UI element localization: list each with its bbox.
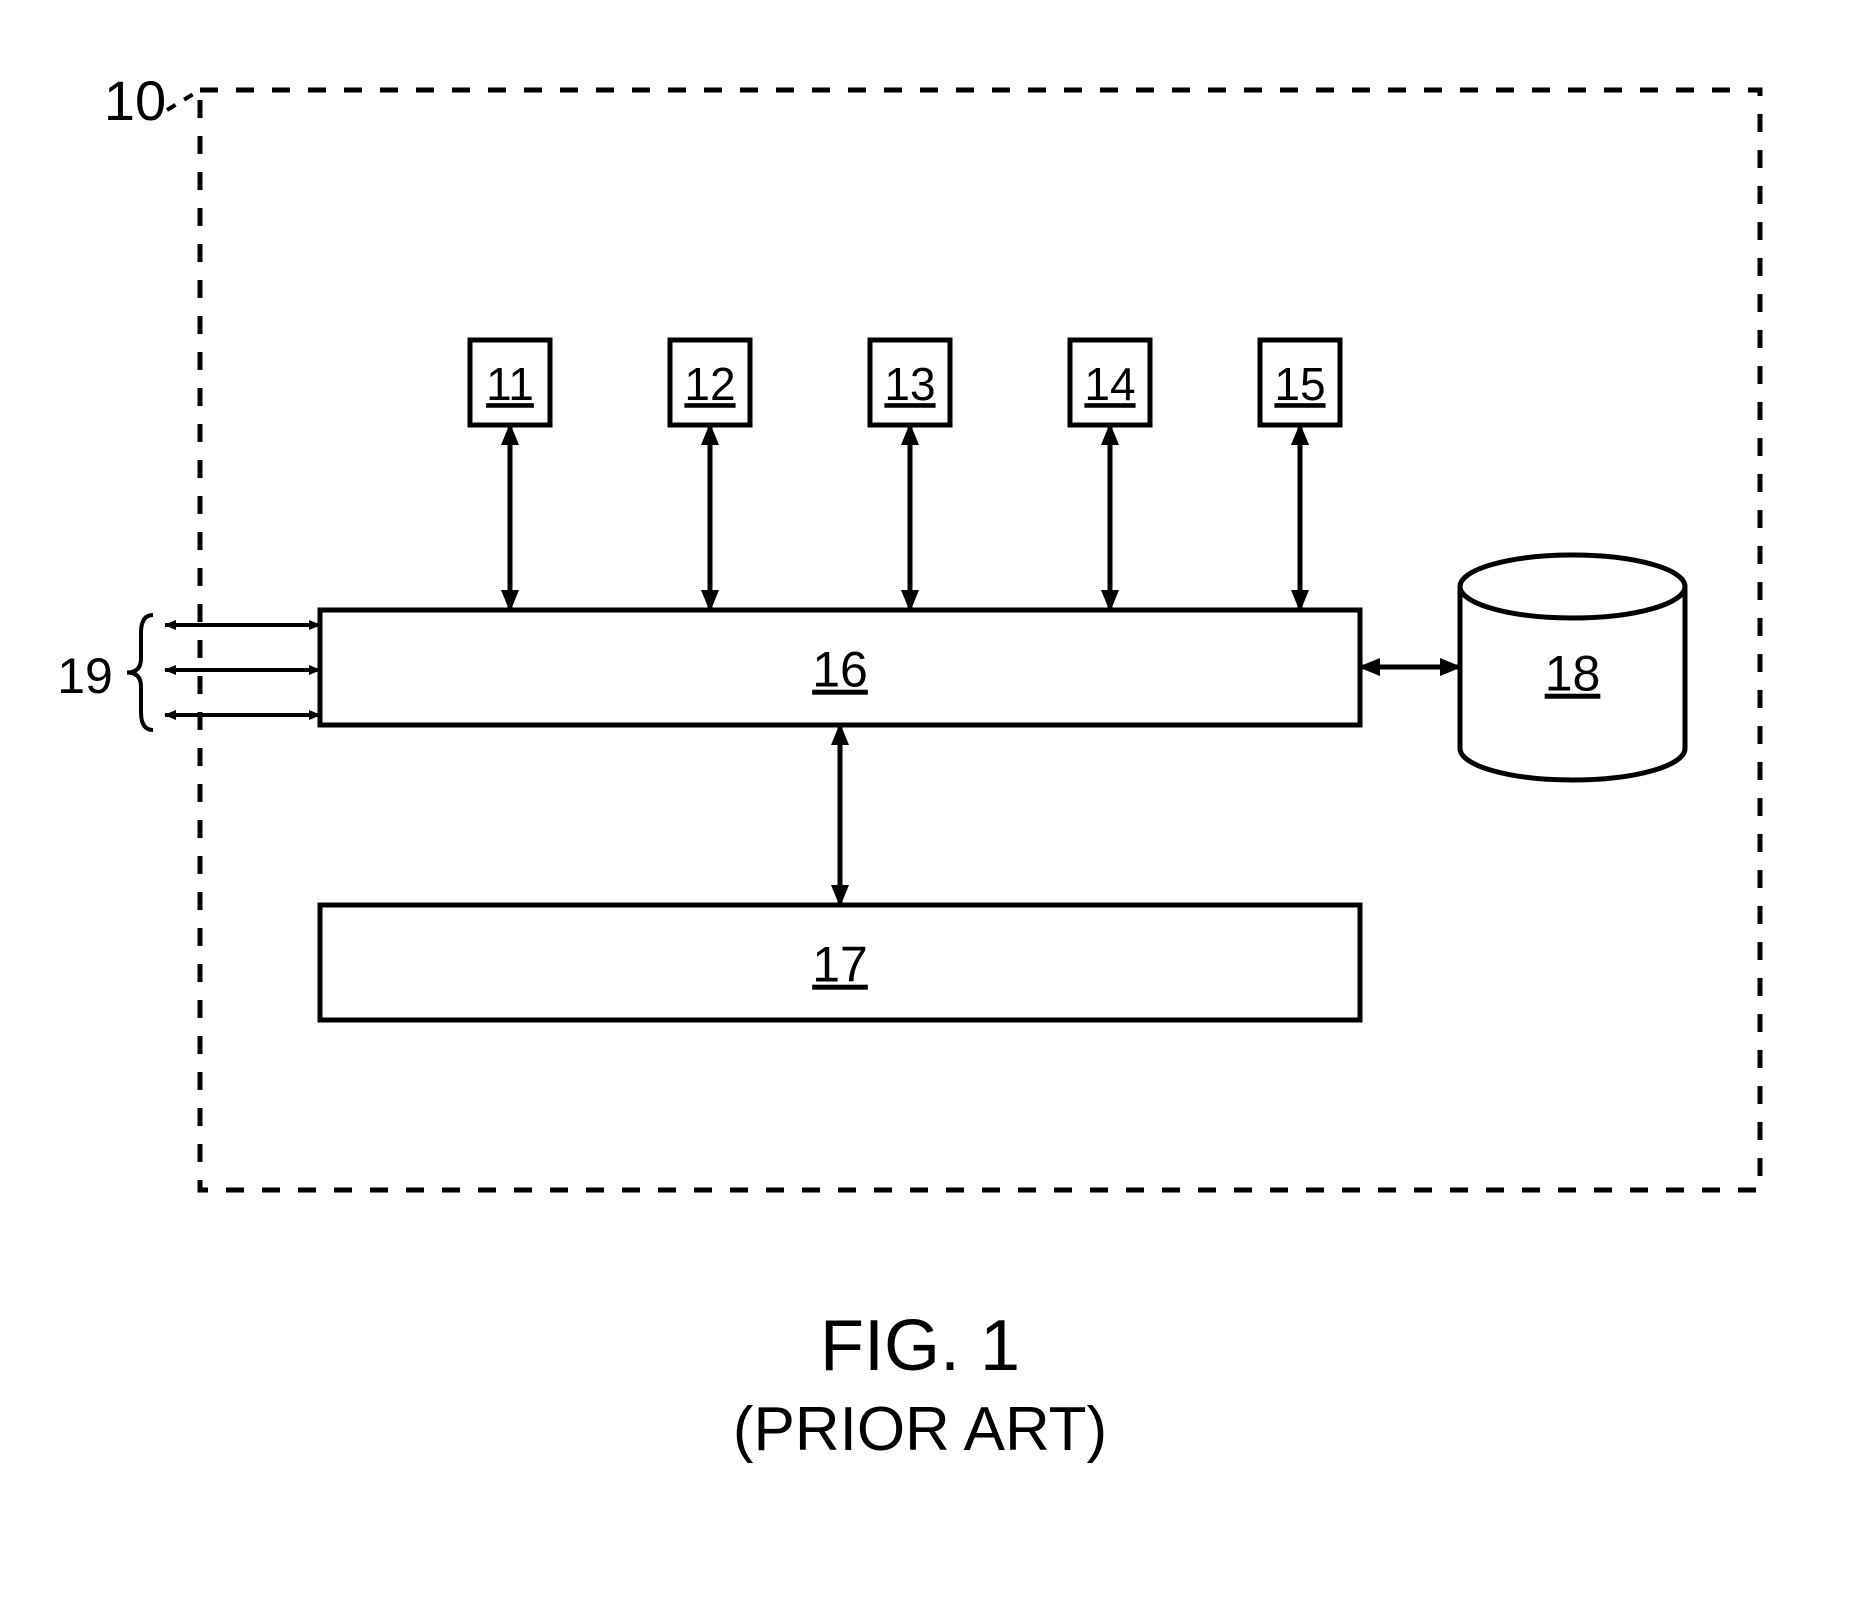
cylinder-top-n18	[1460, 555, 1685, 618]
diagram-container: 10 11 12 13 14 15 16 17 18 19 FIG. 1 (PRIOR ART)	[0, 0, 1866, 1610]
node-label-n16: 16	[812, 642, 868, 698]
node-label-n17: 17	[812, 937, 868, 993]
container-label: 10	[104, 69, 166, 132]
node-label-n12: 12	[684, 358, 735, 410]
node-label-n18: 18	[1545, 646, 1601, 702]
node-label-n13: 13	[884, 358, 935, 410]
caption-line2: (PRIOR ART)	[733, 1395, 1107, 1464]
caption-line1: FIG. 1	[820, 1306, 1020, 1386]
node-label-n14: 14	[1084, 358, 1135, 410]
node-label-n11: 11	[486, 358, 534, 410]
io-label: 19	[57, 648, 113, 704]
diagram-svg: 10 11 12 13 14 15 16 17 18 19 FIG. 1 (PRIOR ART)	[0, 0, 1866, 1610]
node-label-n15: 15	[1274, 358, 1325, 410]
